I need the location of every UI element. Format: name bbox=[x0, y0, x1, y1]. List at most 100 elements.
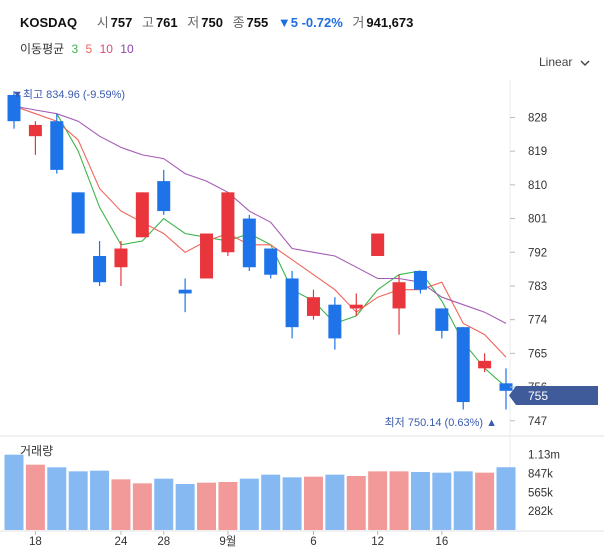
volume-bar bbox=[68, 471, 88, 530]
volume-tick-label: 282k bbox=[528, 506, 553, 518]
candle-body bbox=[93, 256, 107, 283]
open-label: 시 bbox=[96, 15, 109, 30]
volume-bar bbox=[111, 479, 131, 530]
price-tick-label: 810 bbox=[528, 180, 547, 192]
date-tick-label: 9월 bbox=[219, 535, 236, 548]
current-price-tag: 755 bbox=[509, 386, 598, 405]
ma-period-10b: 10 bbox=[120, 42, 134, 56]
date-tick-label: 16 bbox=[435, 536, 448, 548]
volume-bar bbox=[325, 474, 345, 530]
candle-body bbox=[285, 278, 299, 328]
candle-body bbox=[413, 270, 427, 290]
volume-bar bbox=[475, 472, 495, 530]
candle-body bbox=[157, 181, 171, 212]
volume-bar bbox=[282, 477, 302, 530]
volume-panel-label: 거래량 bbox=[20, 444, 53, 458]
price-tick-label: 783 bbox=[528, 281, 547, 293]
volume-bar bbox=[132, 483, 152, 530]
candle-body bbox=[114, 248, 128, 268]
volume-bar bbox=[197, 482, 217, 530]
chevron-down-icon bbox=[580, 60, 590, 66]
price-tick-label: 765 bbox=[528, 348, 547, 360]
candle-body bbox=[306, 297, 320, 316]
quote-header: KOSDAQ 시 757 고 761 저 750 종 755 ▼5 -0.72% 거 94… bbox=[20, 12, 413, 31]
price-tick-label: 819 bbox=[528, 146, 547, 158]
candle-body bbox=[478, 360, 492, 369]
candle-body bbox=[456, 327, 470, 403]
ma-period-10a: 10 bbox=[99, 42, 113, 56]
price-tick-label: 792 bbox=[528, 247, 547, 259]
volume-bar bbox=[4, 454, 24, 530]
close-label: 종 bbox=[232, 15, 245, 30]
ma-period-3: 3 bbox=[71, 42, 79, 56]
close-value: 755 bbox=[246, 15, 269, 30]
ma-line-5 bbox=[13, 105, 507, 358]
candle-body bbox=[28, 124, 42, 137]
volume-bar bbox=[368, 471, 388, 530]
candle-body bbox=[435, 308, 449, 331]
candle-body bbox=[499, 383, 513, 391]
low-label: 저 bbox=[187, 15, 200, 30]
volume-bar bbox=[389, 471, 409, 530]
volume-tick-label: 1.13m bbox=[528, 450, 560, 462]
scale-dropdown[interactable]: Linear bbox=[539, 55, 590, 69]
scale-dropdown-label: Linear bbox=[539, 55, 573, 69]
volume-bar bbox=[175, 484, 195, 530]
candle-body bbox=[7, 94, 21, 122]
high-annotation: ▼최고 834.96 (-9.59%) bbox=[12, 88, 125, 101]
volume-bar bbox=[154, 478, 174, 530]
volume-value: 941,673 bbox=[366, 15, 414, 30]
volume-bars bbox=[4, 454, 516, 530]
candle-body bbox=[392, 282, 406, 309]
date-tick-label: 6 bbox=[310, 536, 316, 548]
price-tick-label: 828 bbox=[528, 112, 547, 124]
price-tick-label: 747 bbox=[528, 416, 547, 428]
volume-bar bbox=[239, 478, 259, 530]
change-value: ▼5 -0.72% bbox=[277, 15, 343, 30]
price-tick-label: 774 bbox=[528, 315, 548, 327]
axes: 8288198108017927837747657567471.13m847k5… bbox=[29, 112, 560, 548]
candle-body bbox=[50, 121, 64, 170]
open-value: 757 bbox=[110, 15, 133, 30]
grid-lines bbox=[0, 80, 604, 532]
moving-average-legend[interactable]: 이동평균 3 5 10 10 bbox=[20, 40, 134, 57]
candle-body bbox=[349, 304, 363, 309]
candle-body bbox=[264, 248, 278, 275]
moving-average-lines bbox=[13, 105, 507, 388]
volume-bar bbox=[261, 474, 281, 530]
date-tick-label: 12 bbox=[371, 536, 384, 548]
low-annotation: 최저 750.14 (0.63%) ▲ bbox=[385, 416, 497, 429]
high-label: 고 bbox=[141, 15, 154, 30]
low-value: 750 bbox=[201, 15, 223, 30]
volume-bar bbox=[346, 476, 366, 530]
volume-bar bbox=[303, 476, 323, 530]
date-tick-label: 28 bbox=[157, 536, 170, 548]
current-price-value: 755 bbox=[528, 389, 548, 403]
date-tick-label: 24 bbox=[115, 536, 128, 548]
volume-bar bbox=[218, 482, 238, 530]
volume-bar bbox=[25, 464, 45, 530]
candle-body bbox=[200, 233, 214, 279]
candle-body bbox=[71, 192, 85, 234]
candle-body bbox=[178, 289, 192, 294]
volume-bar bbox=[90, 470, 110, 530]
ma-line-10 bbox=[13, 105, 507, 324]
volume-bar bbox=[410, 472, 430, 530]
candle-body bbox=[135, 192, 149, 238]
ma-period-5: 5 bbox=[85, 42, 93, 56]
volume-tick-label: 565k bbox=[528, 487, 553, 499]
moving-average-label: 이동평균 bbox=[20, 42, 65, 56]
price-tick-label: 801 bbox=[528, 214, 547, 226]
candle-body bbox=[328, 304, 342, 339]
candle-body bbox=[242, 218, 256, 268]
high-value: 761 bbox=[155, 15, 178, 30]
volume-bar bbox=[47, 467, 67, 530]
volume-tick-label: 847k bbox=[528, 469, 553, 481]
symbol-name: KOSDAQ bbox=[20, 15, 78, 30]
volume-bar bbox=[496, 467, 516, 530]
volume-bar bbox=[432, 472, 452, 530]
volume-label: 거 bbox=[352, 15, 365, 30]
candlesticks bbox=[7, 91, 513, 410]
candle-body bbox=[371, 233, 385, 256]
